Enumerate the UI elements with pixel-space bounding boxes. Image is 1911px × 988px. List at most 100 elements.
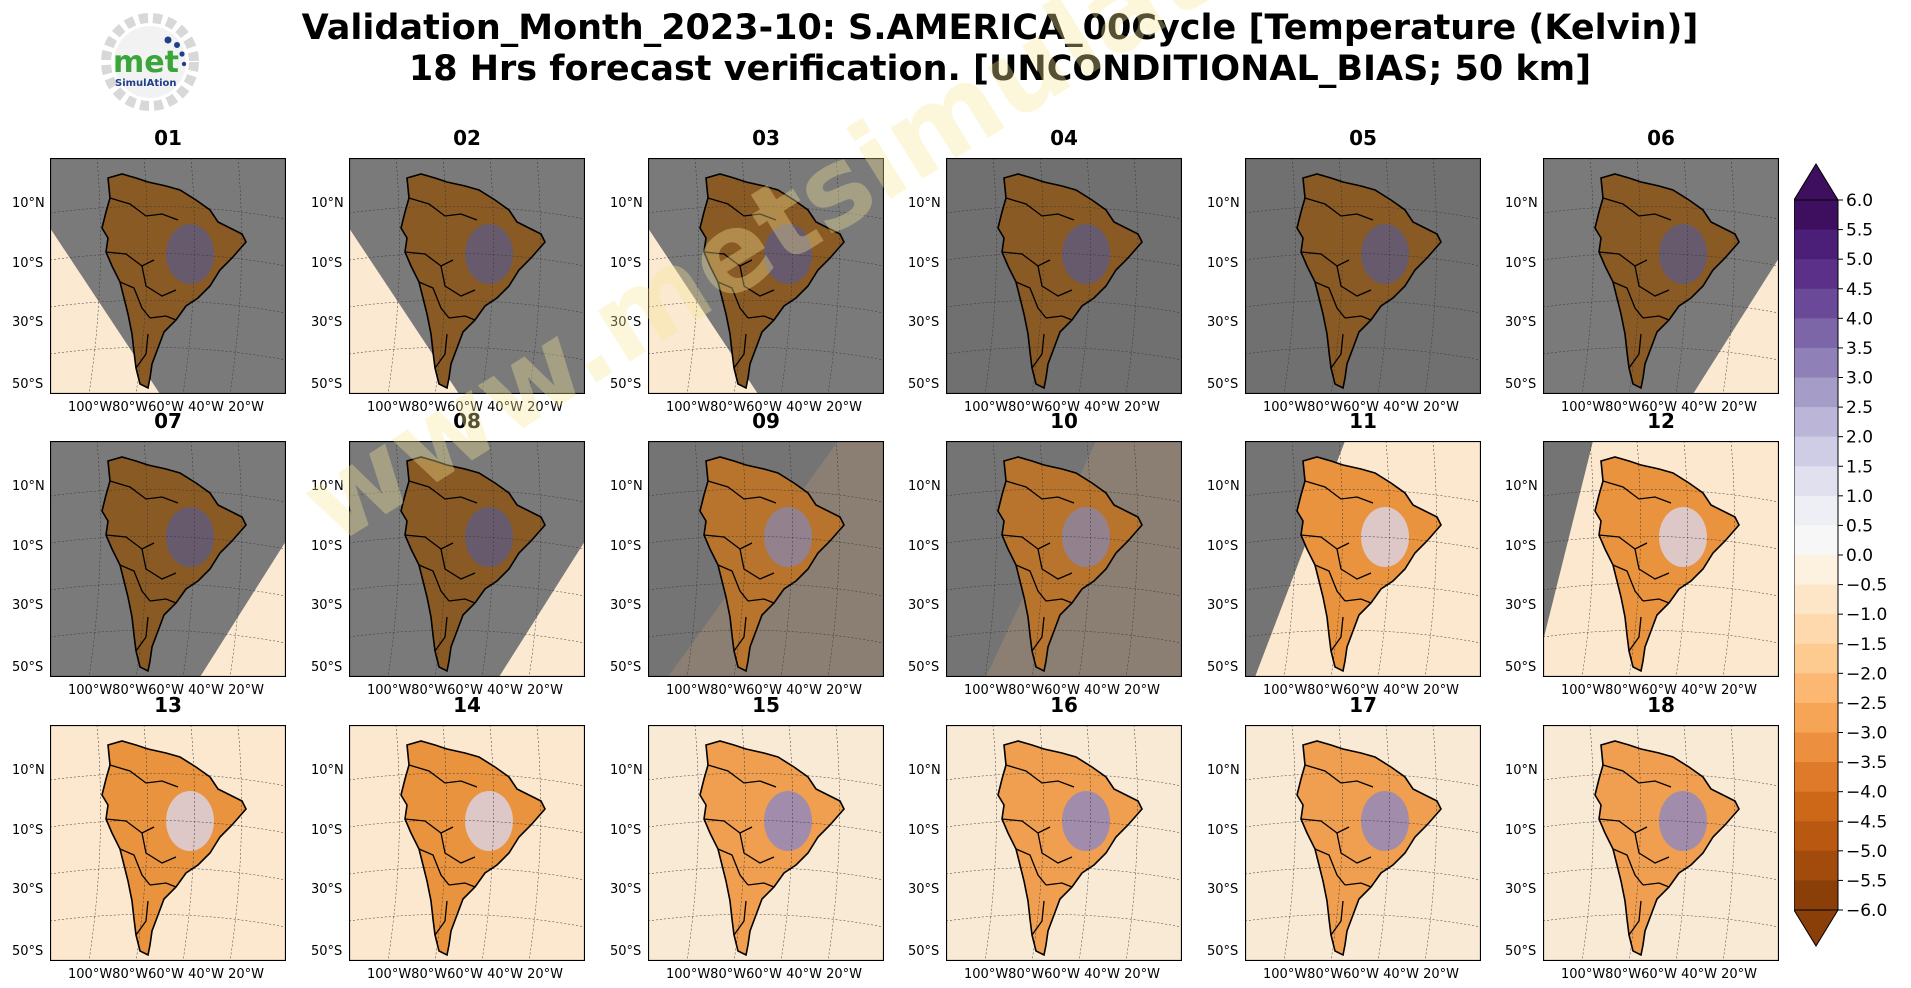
lat-label: 10°N: [908, 763, 941, 778]
lat-label: 30°S: [908, 882, 940, 897]
lat-label: 10°N: [1207, 763, 1240, 778]
lon-labels: 100°W80°W60°W 40°W 20°W: [367, 967, 564, 982]
lat-label: 10°S: [311, 539, 343, 554]
colorbar-swatch: [1794, 259, 1838, 290]
lon-labels: 100°W80°W60°W 40°W 20°W: [1263, 400, 1460, 415]
map-plot: [50, 158, 286, 394]
lat-label: 10°N: [12, 763, 45, 778]
map-plot: [1245, 725, 1481, 961]
colorbar-swatch: [1794, 200, 1838, 231]
panel-title: 13: [154, 693, 182, 717]
lat-label: 10°S: [610, 823, 642, 838]
colorbar-tick-label: 1.0: [1846, 487, 1873, 507]
lat-label: 10°S: [1207, 256, 1239, 271]
lat-label: 50°S: [610, 377, 642, 392]
lat-label: 10°S: [610, 256, 642, 271]
colorbar-swatch: [1794, 880, 1838, 911]
lon-labels: 100°W80°W60°W 40°W 20°W: [1263, 683, 1460, 698]
lat-label: 10°S: [1207, 539, 1239, 554]
lat-label: 10°S: [1207, 823, 1239, 838]
lat-label: 50°S: [908, 660, 940, 675]
panel-title: 03: [752, 126, 780, 150]
lat-label: 30°S: [1207, 882, 1239, 897]
lat-label: 30°S: [12, 598, 44, 613]
map-panel-06: 06 10°N 10°S 30°S 50°S 100°W80°W60°W 40°W 20°…: [1505, 126, 1779, 415]
lat-label: 50°S: [1505, 944, 1537, 959]
lon-labels: 100°W80°W60°W 40°W 20°W: [68, 967, 265, 982]
colorbar-tick-label: 0.5: [1846, 516, 1873, 536]
panel-title: 01: [154, 126, 182, 150]
map-plot: [1543, 158, 1779, 394]
lat-label: 10°S: [908, 823, 940, 838]
lat-label: 50°S: [1207, 660, 1239, 675]
lat-label: 10°N: [1505, 479, 1538, 494]
lat-label: 10°S: [1505, 256, 1537, 271]
colorbar-tick-label: 6.0: [1846, 191, 1873, 211]
colorbar-tick-label: −1.5: [1846, 635, 1887, 655]
figure-title: Validation_Month_2023-10: S.AMERICA_00Cy…: [250, 8, 1750, 90]
lat-label: 10°S: [1505, 539, 1537, 554]
panel-title: 12: [1647, 409, 1675, 433]
panel-title: 14: [453, 693, 481, 717]
panel-title: 11: [1349, 409, 1377, 433]
lat-label: 10°N: [908, 196, 941, 211]
colorbar-swatch: [1794, 732, 1838, 763]
lat-label: 10°S: [12, 823, 44, 838]
colorbar-tick-label: −0.5: [1846, 576, 1887, 596]
lon-labels: 100°W80°W60°W 40°W 20°W: [666, 967, 863, 982]
panel-title: 15: [752, 693, 780, 717]
map-panel-02: 02 10°N 10°S 30°S 50°S 100°W80°W60°W 40°W 20°…: [311, 126, 585, 415]
colorbar-swatch: [1794, 673, 1838, 704]
lat-label: 10°N: [610, 196, 643, 211]
colorbar-swatch: [1794, 377, 1838, 408]
map-panel-01: 01 10°N 10°S 30°S 50°S 100°W80°W60°W 40°W 20°…: [12, 126, 286, 415]
colorbar-swatch: [1794, 407, 1838, 438]
lon-labels: 100°W80°W60°W 40°W 20°W: [1263, 967, 1460, 982]
map-plot: [349, 158, 585, 394]
map-panel-13: 13 10°N 10°S 30°S 50°S 100°W80°W60°W 40°W 20°…: [12, 693, 286, 982]
lat-label: 30°S: [610, 315, 642, 330]
lat-label: 30°S: [12, 315, 44, 330]
panel-title: 04: [1050, 126, 1078, 150]
map-plot: [349, 725, 585, 961]
lat-label: 10°N: [1505, 196, 1538, 211]
colorbar-tick-label: 0.0: [1846, 546, 1873, 566]
lat-label: 30°S: [1505, 315, 1537, 330]
lon-labels: 100°W80°W60°W 40°W 20°W: [1561, 683, 1758, 698]
lat-label: 10°N: [311, 479, 344, 494]
colorbar-swatch: [1794, 229, 1838, 260]
lon-labels: 100°W80°W60°W 40°W 20°W: [367, 400, 564, 415]
colorbar-swatch: [1794, 643, 1838, 674]
lat-label: 30°S: [1207, 598, 1239, 613]
colorbar-tick-label: −5.0: [1846, 842, 1887, 862]
panel-title: 10: [1050, 409, 1078, 433]
lat-label: 30°S: [610, 882, 642, 897]
lon-labels: 100°W80°W60°W 40°W 20°W: [367, 683, 564, 698]
panel-title: 07: [154, 409, 182, 433]
colorbar-extend-top: [1794, 163, 1839, 201]
lat-label: 50°S: [1207, 377, 1239, 392]
colorbar-tick-label: −6.0: [1846, 901, 1887, 921]
colorbar-swatch: [1794, 436, 1838, 467]
colorbar-tick-label: 2.0: [1846, 428, 1873, 448]
lon-labels: 100°W80°W60°W 40°W 20°W: [964, 683, 1161, 698]
map-plot: [648, 158, 884, 394]
colorbar-swatch: [1794, 821, 1838, 852]
map-panel-14: 14 10°N 10°S 30°S 50°S 100°W80°W60°W 40°W 20°…: [311, 693, 585, 982]
lon-labels: 100°W80°W60°W 40°W 20°W: [1561, 400, 1758, 415]
colorbar-tick-label: 5.5: [1846, 221, 1873, 241]
colorbar-tick-label: −3.0: [1846, 724, 1887, 744]
colorbar-tick-label: −3.5: [1846, 753, 1887, 773]
panel-title: 08: [453, 409, 481, 433]
lat-label: 50°S: [908, 944, 940, 959]
map-panel-09: 09 10°N 10°S 30°S 50°S 100°W80°W60°W 40°W 20°…: [610, 409, 884, 698]
panel-title: 02: [453, 126, 481, 150]
lat-label: 10°N: [1505, 763, 1538, 778]
colorbar-swatch: [1794, 762, 1838, 793]
map-panel-11: 11 10°N 10°S 30°S 50°S 100°W80°W60°W 40°W 20°…: [1207, 409, 1481, 698]
lat-label: 30°S: [311, 882, 343, 897]
lat-label: 50°S: [12, 660, 44, 675]
map-plot: [1245, 441, 1481, 677]
lat-label: 10°N: [610, 479, 643, 494]
colorbar-extend-bottom: [1794, 909, 1839, 947]
